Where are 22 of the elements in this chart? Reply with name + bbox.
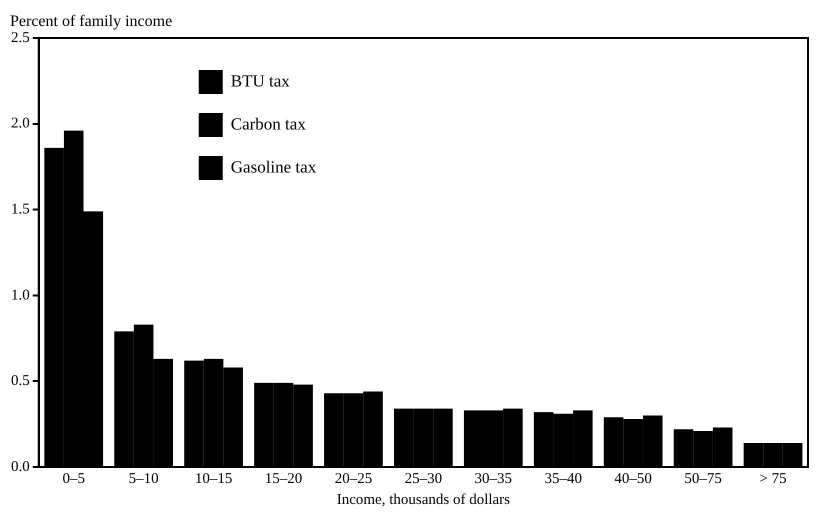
legend-label: Carbon tax <box>230 114 306 134</box>
x-tick-label: 40–50 <box>614 470 652 487</box>
x-axis-title: Income, thousands of dollars <box>336 492 510 508</box>
legend-label: BTU tax <box>230 71 290 90</box>
x-tick-label: 25–30 <box>404 470 442 487</box>
y-tick-label: 1.0 <box>11 287 30 304</box>
x-tick-label: 0–5 <box>62 470 85 487</box>
legend-label: Gasoline tax <box>230 157 317 176</box>
x-tick-label: 10–15 <box>194 470 232 487</box>
x-tick-label: 15–20 <box>264 470 302 487</box>
y-tick-label: 0.0 <box>11 458 30 475</box>
y-tick-label: 2.0 <box>11 116 30 132</box>
x-tick-label: 5–10 <box>128 470 159 487</box>
x-tick-label: 35–40 <box>544 470 582 487</box>
y-tick-label: 2.5 <box>11 30 30 46</box>
y-tick-label: 0.5 <box>11 373 30 390</box>
y-tick-label: 1.5 <box>11 202 30 218</box>
x-tick-label: 20–25 <box>334 470 372 487</box>
x-tick-label: 30–35 <box>474 470 512 487</box>
x-tick-label: > 75 <box>759 470 787 487</box>
y-axis-title: Percent of family income <box>10 13 172 30</box>
x-tick-label: 50–75 <box>684 470 722 487</box>
